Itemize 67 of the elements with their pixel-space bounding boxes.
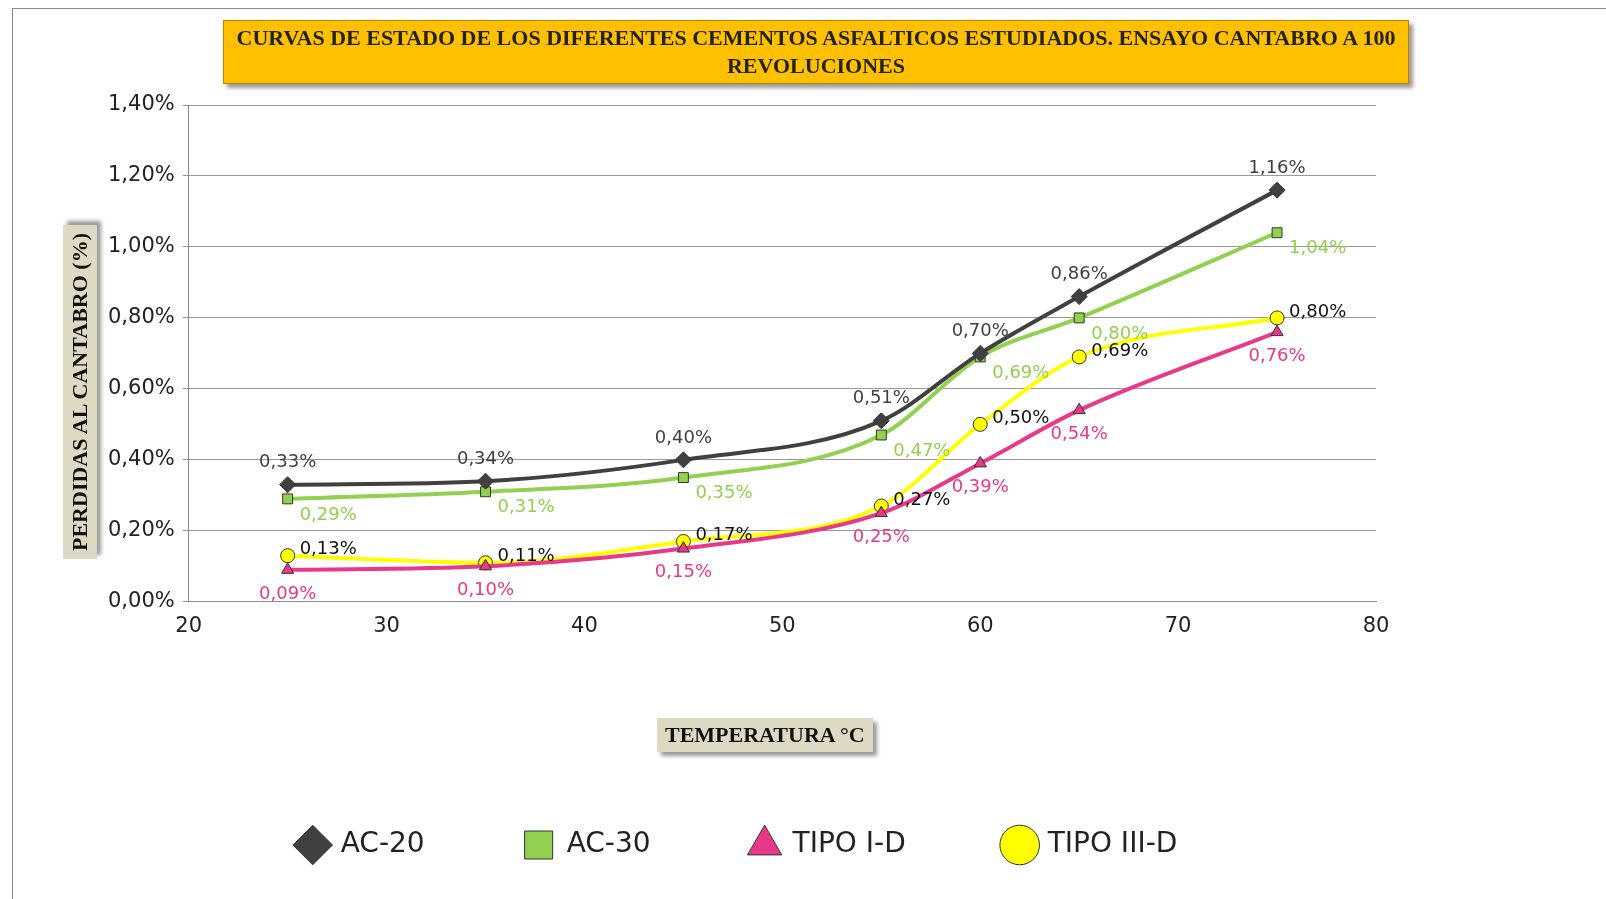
legend-label: AC-20 — [340, 826, 425, 860]
y-tick-label: 0,60% — [107, 375, 175, 400]
point — [674, 451, 692, 469]
y-tick-label: 1,40% — [107, 91, 175, 116]
data-label: 0,25% — [852, 524, 910, 546]
data-label: 0,50% — [992, 406, 1050, 428]
x-tick-label: 80 — [1362, 612, 1390, 637]
x-tick-label: 30 — [373, 612, 400, 637]
data-label: 0,51% — [852, 386, 910, 408]
point — [1072, 402, 1086, 415]
data-label: 0,76% — [1248, 343, 1306, 365]
point — [1269, 310, 1285, 326]
legend-label: TIPO I-D — [791, 826, 906, 860]
y-tick-label: 0,80% — [107, 304, 175, 329]
point — [972, 416, 988, 432]
point — [1271, 227, 1283, 239]
data-label: 0,31% — [497, 495, 555, 517]
point — [477, 472, 495, 490]
data-label: 0,10% — [456, 577, 515, 599]
x-tick-label: 20 — [175, 612, 203, 637]
data-label: 0,80% — [1289, 299, 1347, 321]
point — [874, 505, 888, 518]
data-label: 0,13% — [299, 537, 357, 559]
point — [280, 548, 296, 564]
data-label: 0,34% — [456, 446, 515, 468]
data-label: 0,86% — [1050, 262, 1108, 284]
x-tick-label: 50 — [768, 612, 796, 637]
point — [1270, 324, 1284, 337]
y-tick-label: 1,00% — [107, 233, 175, 258]
point — [872, 412, 890, 430]
data-label: 0,40% — [654, 425, 713, 447]
x-axis-title: TEMPERATURA °C — [657, 718, 873, 752]
point — [677, 472, 689, 484]
y-tick-label: 0,00% — [107, 588, 175, 613]
data-label: 0,29% — [299, 502, 357, 524]
point — [973, 455, 987, 468]
x-tick-label: 70 — [1164, 612, 1192, 637]
data-label: 1,16% — [1248, 155, 1306, 177]
y-axis-title: PERDIDAS AL CANTABRO (%) — [63, 224, 97, 560]
point — [279, 476, 297, 494]
x-tick-label: 60 — [966, 612, 994, 637]
data-label: 0,70% — [951, 319, 1009, 341]
point — [971, 344, 989, 362]
y-tick-label: 1,20% — [107, 162, 175, 187]
data-label: 0,47% — [893, 438, 951, 460]
data-label: 0,15% — [654, 560, 713, 582]
data-label: 0,33% — [259, 450, 317, 472]
point — [1073, 312, 1085, 324]
data-label: 0,35% — [695, 481, 753, 503]
y-tick-label: 0,40% — [107, 446, 175, 471]
point — [1268, 181, 1286, 199]
data-label: 0,09% — [259, 581, 317, 603]
point — [676, 541, 690, 553]
point — [1071, 349, 1087, 365]
y-tick-label: 0,20% — [107, 517, 175, 542]
point — [281, 562, 295, 574]
data-label: 0,69% — [992, 360, 1050, 382]
data-label: 0,11% — [497, 544, 555, 566]
data-label: 0,39% — [951, 475, 1009, 497]
point — [1070, 288, 1088, 306]
legend-label: AC-30 — [566, 826, 651, 860]
chart-title: CURVAS DE ESTADO DE LOS DIFERENTES CEMENTOS ASFALTICOS ESTUDIADOS. ENSAYO CANTABRO A 100 REVOLUCIONES — [223, 20, 1409, 84]
x-tick-label: 40 — [571, 612, 598, 637]
point — [875, 429, 887, 441]
point — [282, 493, 294, 505]
legend-label: TIPO III-D — [1046, 826, 1178, 860]
data-label: 0,54% — [1050, 421, 1108, 443]
